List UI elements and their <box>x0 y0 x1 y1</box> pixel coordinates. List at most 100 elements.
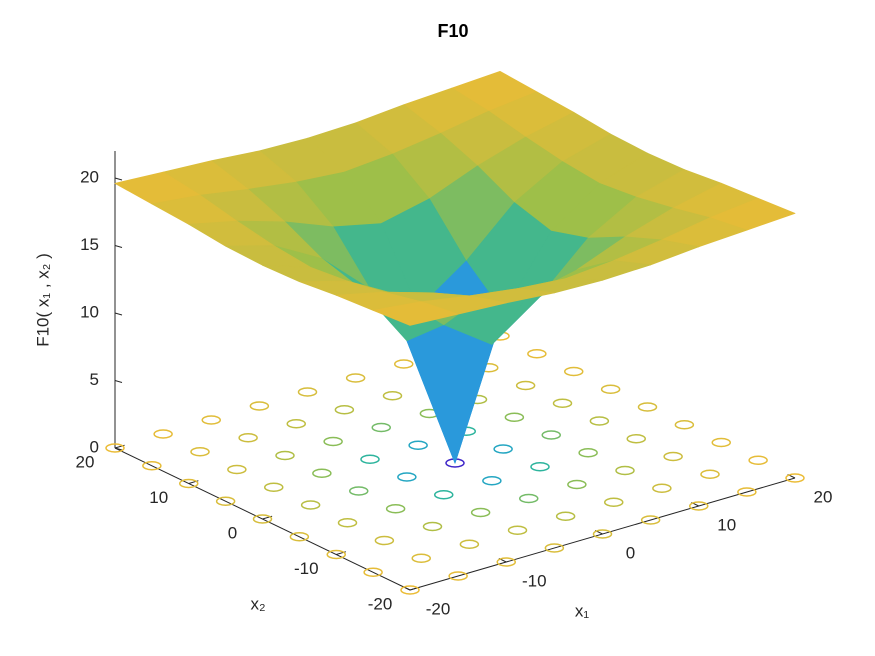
floor-contour-point <box>312 468 332 478</box>
floor-contour-point <box>397 472 417 482</box>
y-tick-label: -10 <box>294 559 319 578</box>
floor-contour-point <box>434 490 454 500</box>
floor-contour-point <box>737 487 757 497</box>
floor-contour-point <box>674 420 695 430</box>
floor-contour-point <box>530 462 550 472</box>
floor-contour-point <box>470 507 491 518</box>
z-axis-label: F10( x₁ , x₂ ) <box>33 253 52 347</box>
floor-contour-point <box>652 483 672 493</box>
floor-contour-point <box>300 500 321 510</box>
floor-contour-point <box>334 405 355 415</box>
floor-contour-point <box>544 543 565 553</box>
floor-contour-point <box>711 437 731 448</box>
surface-patch <box>372 301 459 326</box>
floor-contour-point <box>345 373 366 383</box>
floor-contour-point <box>349 486 369 496</box>
x-tick-label: -10 <box>522 571 547 590</box>
floor-contour-point <box>408 440 428 450</box>
floor-contour-point <box>604 497 624 507</box>
z-tick-label: 15 <box>80 235 99 254</box>
floor-contour-point <box>142 461 162 471</box>
floor-contour-point <box>785 473 805 483</box>
z-tick-label: 10 <box>80 302 99 321</box>
floor-contour-point <box>552 398 573 408</box>
floor-contour-point <box>249 401 270 411</box>
z-tick-label: 20 <box>80 167 99 186</box>
floor-contour-point <box>382 391 403 401</box>
floor-contour-point <box>592 529 613 539</box>
floor-contour-point <box>507 525 528 535</box>
floor-contour-point <box>201 415 221 425</box>
z-tick-label: 5 <box>90 370 99 389</box>
z-tick <box>114 312 123 316</box>
y-tick-label: 20 <box>76 452 95 471</box>
floor-contour-point <box>326 549 346 560</box>
floor-contour-point <box>493 444 513 454</box>
floor-contour-point <box>289 532 310 542</box>
floor-contour-point <box>264 482 284 492</box>
y-tick-label: 0 <box>228 523 237 542</box>
floor-contour-point <box>637 402 658 412</box>
floor-contour-point <box>360 454 380 464</box>
floor-contour-point <box>689 501 709 511</box>
floor-contour-point <box>385 504 406 514</box>
floor-contour-point <box>105 443 125 453</box>
z-tick <box>114 447 123 451</box>
floor-contour-point <box>600 384 621 394</box>
floor-contour-point <box>394 359 414 369</box>
floor-contour-point <box>297 387 318 397</box>
floor-contour-point <box>374 535 395 546</box>
floor-contour-point <box>371 422 391 433</box>
floor-contour-point <box>640 515 661 525</box>
floor-contour-point <box>527 349 547 359</box>
floor-contour-point <box>215 496 236 506</box>
floor-contour-point <box>337 518 358 528</box>
floor-contour-point <box>422 521 443 532</box>
floor-contour-point <box>564 366 584 377</box>
z-tick <box>114 380 123 383</box>
z-tick <box>114 245 123 248</box>
floor-contour-point <box>363 567 383 577</box>
floor-contour-point <box>515 380 536 391</box>
surface-patch <box>406 324 493 464</box>
floor-contour-point <box>541 430 561 440</box>
floor-contour-point <box>748 455 768 465</box>
floor-contour-point <box>400 585 420 595</box>
floor-contour-point <box>700 469 720 479</box>
x-tick-label: 10 <box>717 515 736 534</box>
z-tick <box>114 177 123 181</box>
x-tick-label: -20 <box>426 599 451 618</box>
x-axis-label: x₁ <box>575 601 590 620</box>
floor-contour-point <box>496 557 516 567</box>
floor-contour-point <box>238 433 258 443</box>
chart-title: F10 <box>437 21 468 41</box>
y-axis-label: x₂ <box>250 594 265 613</box>
y-tick-label: -20 <box>368 594 393 613</box>
x-tick-label: 0 <box>626 543 635 562</box>
floor-contour-point <box>626 434 646 444</box>
floor-contour-point <box>555 511 576 521</box>
floor-contour-point <box>323 436 343 447</box>
floor-contour-point <box>589 416 610 426</box>
floor-contour-point <box>519 493 539 504</box>
floor-contour-point <box>190 447 210 457</box>
floor-contour-point <box>286 419 306 429</box>
floor-contour-point <box>567 479 587 490</box>
floor-contour-point <box>663 451 683 462</box>
floor-contour-point <box>252 514 273 524</box>
floor-contour-point <box>448 571 468 581</box>
floor-contour-point <box>179 478 199 489</box>
floor-contour-point <box>578 448 598 458</box>
floor-contour-point <box>227 464 247 475</box>
z-tick-label: 0 <box>90 437 99 456</box>
floor-contour-point <box>482 476 502 486</box>
floor-contour-point <box>459 539 480 549</box>
y-tick-label: 10 <box>149 488 168 507</box>
x-tick-label: 20 <box>814 487 833 506</box>
floor-contour-point <box>504 412 525 422</box>
floor-contour-point <box>615 465 635 476</box>
floor-contour-point <box>275 450 295 461</box>
floor-contour-point <box>411 553 431 563</box>
